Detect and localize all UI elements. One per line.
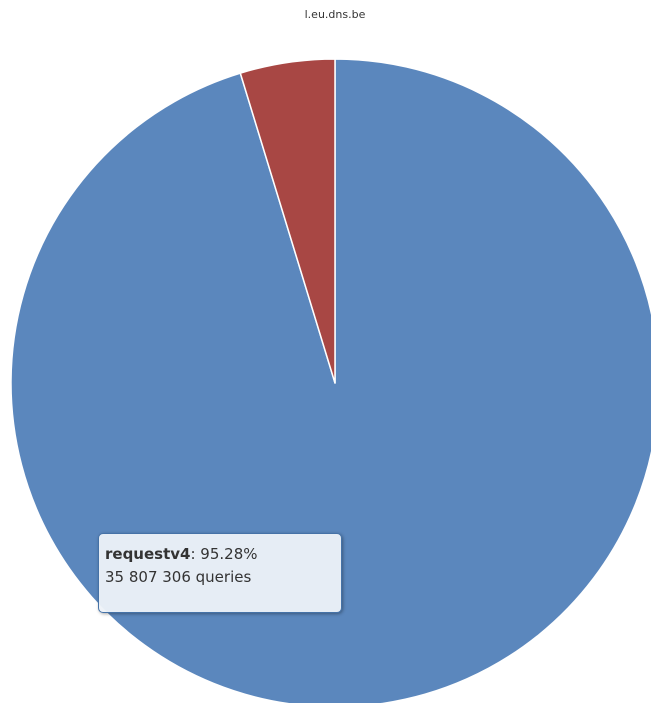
chart-title: l.eu.dns.be [304,8,366,21]
slice-tooltip: requestv4: 95.28% 35 807 306 queries [98,533,342,613]
pie-slice-slice-2[interactable] [239,58,336,384]
tooltip-queries: 35 807 306 queries [105,568,252,586]
tooltip-series-name: requestv4 [105,545,191,563]
tooltip-percent: : 95.28% [190,545,258,563]
tooltip-line-1: requestv4: 95.28% [105,543,335,566]
